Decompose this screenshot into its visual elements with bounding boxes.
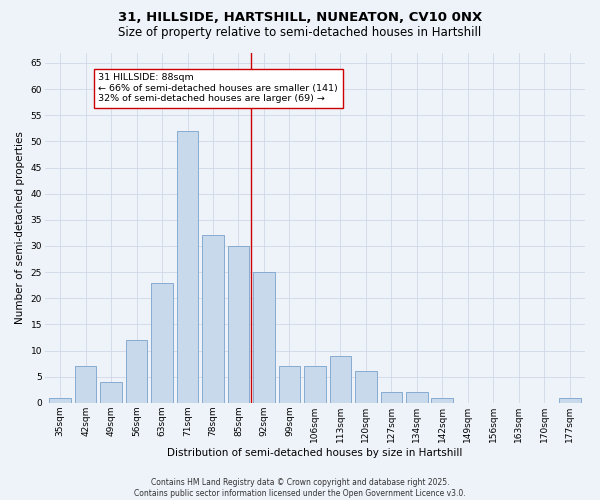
Bar	[329, 356, 351, 403]
X-axis label: Distribution of semi-detached houses by size in Hartshill: Distribution of semi-detached houses by …	[167, 448, 463, 458]
Text: Size of property relative to semi-detached houses in Hartshill: Size of property relative to semi-detach…	[118, 26, 482, 39]
Bar	[559, 398, 581, 403]
Text: Contains HM Land Registry data © Crown copyright and database right 2025.
Contai: Contains HM Land Registry data © Crown c…	[134, 478, 466, 498]
Bar	[75, 366, 97, 403]
Bar	[126, 340, 148, 403]
Bar	[49, 398, 71, 403]
Bar	[406, 392, 428, 403]
Bar	[202, 236, 224, 403]
Bar	[151, 282, 173, 403]
Bar	[278, 366, 300, 403]
Text: 31 HILLSIDE: 88sqm
← 66% of semi-detached houses are smaller (141)
32% of semi-d: 31 HILLSIDE: 88sqm ← 66% of semi-detache…	[98, 74, 338, 103]
Bar	[227, 246, 250, 403]
Bar	[380, 392, 402, 403]
Text: 31, HILLSIDE, HARTSHILL, NUNEATON, CV10 0NX: 31, HILLSIDE, HARTSHILL, NUNEATON, CV10 …	[118, 11, 482, 24]
Y-axis label: Number of semi-detached properties: Number of semi-detached properties	[15, 131, 25, 324]
Bar	[100, 382, 122, 403]
Bar	[431, 398, 453, 403]
Bar	[304, 366, 326, 403]
Bar	[176, 131, 199, 403]
Bar	[253, 272, 275, 403]
Bar	[355, 372, 377, 403]
